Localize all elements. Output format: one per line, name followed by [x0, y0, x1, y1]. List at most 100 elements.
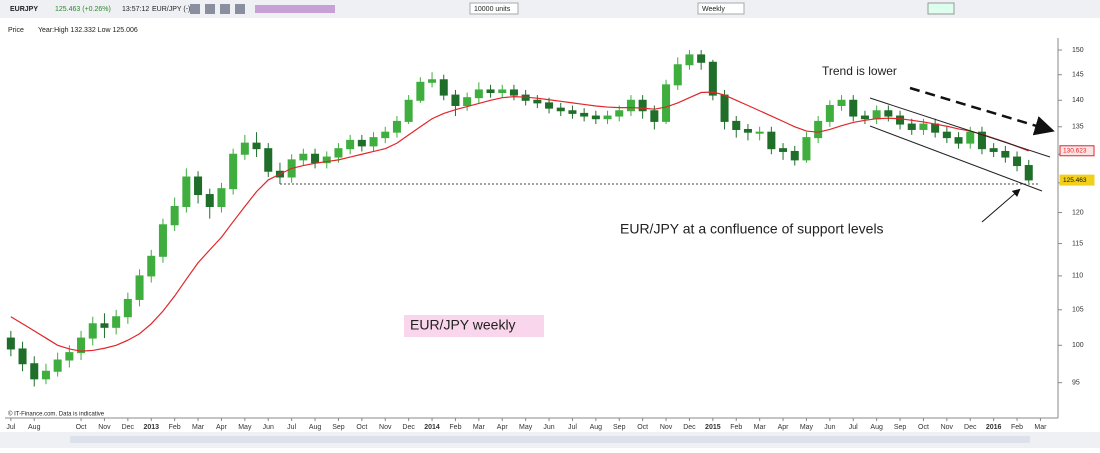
candle-body — [217, 188, 226, 207]
caption: EUR/JPY weekly — [410, 317, 516, 333]
candle-body — [638, 99, 647, 112]
candle-body — [77, 337, 86, 354]
x-tick-label: 2015 — [705, 424, 721, 431]
candle-body — [229, 153, 238, 190]
candle-body — [170, 205, 179, 226]
candle-body — [334, 148, 343, 158]
candle-body — [486, 89, 495, 94]
x-tick-label: Sep — [613, 424, 626, 431]
candle-body — [509, 89, 518, 96]
x-tick-label: Apr — [497, 424, 509, 431]
copyright: © IT-Finance.com. Data is indicative — [8, 411, 105, 418]
candle-body — [685, 54, 694, 66]
price-badge-label: 130.623 — [1063, 147, 1087, 154]
candle-body — [720, 94, 729, 122]
chart-type-button[interactable] — [927, 2, 955, 15]
candle-body — [825, 104, 834, 122]
candle-body — [264, 148, 273, 172]
x-tick-label: Sep — [332, 424, 345, 431]
price-label: Price — [8, 27, 24, 34]
candle-body — [533, 99, 542, 104]
x-tick-label: Apr — [216, 424, 228, 431]
x-tick-label: Aug — [309, 424, 322, 431]
candle-body — [112, 316, 121, 328]
candle-body — [392, 120, 401, 133]
support-note: EUR/JPY at a confluence of support level… — [620, 221, 884, 237]
candle-body — [381, 131, 390, 139]
symbol[interactable]: EURJPY — [10, 6, 38, 13]
candle-body — [697, 54, 706, 63]
price-badge — [1059, 145, 1095, 157]
x-tick-label: Aug — [870, 424, 883, 431]
candle-body — [931, 123, 940, 133]
candle-body — [837, 99, 846, 106]
candle-body — [626, 99, 635, 112]
candle-body — [591, 115, 600, 120]
time: 13:57:12 — [122, 6, 149, 13]
y-tick-label: 150 — [1072, 47, 1084, 54]
x-tick-label: Nov — [941, 424, 954, 431]
x-tick-label: Dec — [683, 424, 696, 431]
x-tick-label: Sep — [894, 424, 907, 431]
interval-select[interactable] — [697, 2, 745, 15]
interval: Weekly — [702, 6, 725, 13]
y-tick-label: 95 — [1072, 380, 1080, 387]
candle-body — [322, 156, 331, 164]
candle-body — [849, 99, 858, 117]
x-tick-label: 2014 — [424, 424, 440, 431]
instrument: EUR/JPY (-) — [152, 6, 190, 13]
x-tick-label: Oct — [637, 424, 648, 431]
moving-average — [10, 91, 1029, 352]
candle-body — [568, 110, 577, 114]
x-tick-label: Mar — [473, 424, 486, 431]
candle-body — [53, 359, 62, 372]
x-tick-label: May — [800, 424, 814, 431]
x-tick-label: Aug — [28, 424, 41, 431]
candle-body — [416, 81, 425, 101]
y-tick-label: 135 — [1072, 124, 1084, 131]
candle-body — [884, 110, 893, 117]
x-tick-label: Jun — [543, 424, 554, 431]
y-tick-label: 140 — [1072, 97, 1084, 104]
price-badge — [1059, 174, 1095, 186]
candle-body — [802, 137, 811, 161]
year-range: Year:High 132.332 Low 125.006 — [38, 27, 138, 34]
x-tick-label: Dec — [964, 424, 977, 431]
plot: 95100105110115120125130135140145150JulAu… — [6, 47, 1083, 431]
x-tick-label: Jun — [824, 424, 835, 431]
support-arrow — [981, 188, 1021, 223]
x-tick-label: Dec — [402, 424, 415, 431]
candle-body — [650, 110, 659, 122]
x-tick-label: Nov — [98, 424, 111, 431]
candle-body — [135, 275, 144, 300]
scroll-track[interactable] — [70, 436, 1030, 443]
candle-body — [357, 139, 366, 147]
x-tick-label: Oct — [76, 424, 87, 431]
x-tick-label: Jul — [849, 424, 858, 431]
candle-body — [662, 84, 671, 122]
y-tick-label: 105 — [1072, 307, 1084, 314]
candle-body — [182, 176, 191, 207]
candle-body — [545, 102, 554, 109]
candle-body — [194, 176, 203, 196]
tool-buttons[interactable] — [190, 4, 335, 14]
x-tick-label: Mar — [192, 424, 205, 431]
candle-body — [755, 131, 764, 134]
x-tick-label: Jul — [287, 424, 296, 431]
x-tick-label: May — [238, 424, 252, 431]
candle-body — [252, 142, 261, 150]
candle-body — [100, 323, 109, 328]
candle-body — [1013, 156, 1022, 167]
units-select[interactable] — [469, 2, 519, 15]
channel-lower — [869, 125, 1043, 192]
candle-body — [346, 139, 355, 150]
candle-body — [942, 131, 951, 139]
x-tick-label: Jul — [6, 424, 15, 431]
candle-body — [451, 94, 460, 106]
candle-body — [814, 120, 823, 139]
candle-body — [123, 298, 132, 318]
candle-body — [919, 123, 928, 130]
candle-body — [65, 352, 74, 361]
